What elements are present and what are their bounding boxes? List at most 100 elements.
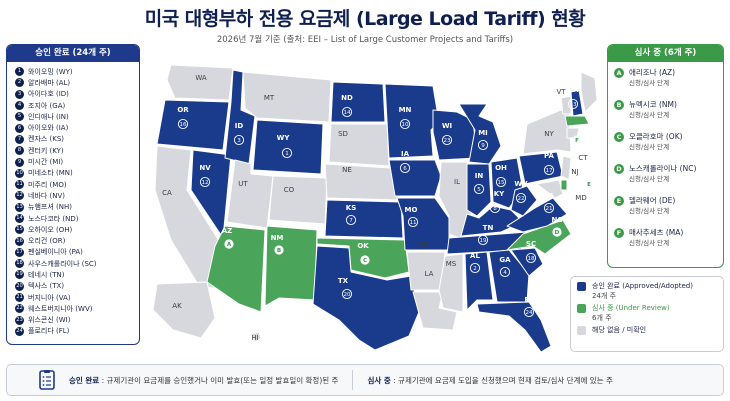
state-hi: [250, 331, 262, 343]
state-label-ne: NE: [342, 166, 352, 174]
approved-marker-in: 5: [473, 183, 485, 195]
approved-item-number: 7: [15, 134, 24, 144]
review-item-letter: F: [614, 228, 624, 238]
approved-item-label: 아이오와 (IA): [28, 124, 69, 133]
approved-item-number: 1: [15, 67, 24, 77]
approved-panel-title: 승인 완료 (24개 주): [7, 45, 139, 62]
state-al: [464, 251, 494, 311]
marker-text: E: [587, 182, 591, 188]
marker-circle: [523, 306, 535, 318]
marker-text: C: [363, 258, 367, 264]
state-label-wa: WA: [195, 74, 207, 82]
marker-text: 4: [503, 270, 507, 276]
legend-review: 심사 중 (Under Review) 6개 주: [577, 303, 717, 325]
state-label-mt: MT: [264, 94, 275, 102]
marker-circle: [407, 216, 419, 228]
state-label-fl: FL: [524, 296, 534, 304]
approved-marker-or: 16: [177, 118, 189, 130]
state-label-az: AZ: [222, 227, 233, 235]
approved-item-number: 13: [15, 202, 24, 212]
approved-item-number: 20: [15, 281, 24, 291]
review-marker-az: A: [224, 239, 234, 249]
approved-item-label: 텍사스 (TX): [28, 282, 65, 291]
marker-text: 17: [545, 168, 553, 174]
marker-circle: [489, 202, 501, 214]
approved-item-label: 오리건 (OR): [28, 237, 66, 246]
state-ky: [460, 205, 524, 237]
approved-marker-mn: 10: [399, 118, 411, 130]
state-az: [206, 225, 266, 313]
approved-marker-mo: 11: [407, 216, 419, 228]
state-label-ms: MS: [446, 260, 457, 268]
state-label-tn: TN: [483, 224, 494, 232]
approved-item-label: 조지아 (GA): [28, 101, 66, 110]
review-item-name: 노스캐롤라이나 (NC): [629, 164, 697, 173]
marker-circle: [543, 164, 555, 176]
approved-item-number: 9: [15, 157, 24, 167]
approved-marker-va: 21: [543, 202, 555, 214]
approved-marker-wi: 23: [441, 134, 453, 146]
state-label-la: LA: [425, 270, 434, 278]
state-sd: [328, 123, 390, 167]
marker-circle: [567, 98, 579, 110]
approved-item-label: 미네소타 (MN): [28, 169, 73, 178]
approved-item-label: 버지니아 (VA): [28, 293, 71, 302]
state-label-wy: WY: [277, 134, 291, 142]
approved-item-number: 22: [15, 304, 24, 314]
approved-item-number: 4: [15, 101, 24, 111]
approved-desc: : 규제기관이 요금제를 승인했거나 이미 발효(또는 일정 발효일이 확정)된…: [99, 375, 339, 385]
approved-list-item: 13 뉴햄프셔 (NH): [15, 202, 139, 213]
approved-marker-nh: 13: [567, 98, 579, 110]
marker-circle: [399, 118, 411, 130]
approved-list-item: 18 사우스캐롤라이나 (SC): [15, 258, 139, 269]
approved-list-item: 3 아이다호 (ID): [15, 89, 139, 100]
approved-item-label: 미주리 (MO): [28, 180, 67, 189]
marker-text: 20: [343, 292, 351, 298]
approved-item-label: 테네시 (TN): [28, 270, 65, 279]
legend-approved-count: 24개 주: [592, 292, 617, 300]
legend-review-label: 심사 중 (Under Review): [592, 304, 670, 312]
state-wa: [166, 64, 234, 101]
approved-marker-al: 2: [469, 262, 481, 274]
approved-list-item: 19 테네시 (TN): [15, 269, 139, 280]
marker-text: 5: [477, 187, 481, 193]
state-label-mo: MO: [405, 206, 418, 214]
state-mn: [384, 83, 440, 159]
review-item-status: 신청/심사 단계: [629, 111, 670, 119]
state-label-nh: NH: [567, 86, 579, 94]
approved-marker-ga: 4: [499, 266, 511, 278]
state-label-hi: HI: [251, 334, 258, 342]
marker-circle: [543, 202, 555, 214]
approved-list-item: 15 오하이오 (OH): [15, 224, 139, 235]
approved-item-label: 사우스캐롤라이나 (SC): [28, 259, 97, 268]
state-nj: [560, 155, 572, 181]
marker-text: 10: [401, 122, 409, 128]
approved-list-item: 23 위스콘신 (WI): [15, 315, 139, 326]
legend-none: 해당 없음 / 미확인: [577, 325, 717, 347]
marker-text: 21: [545, 206, 553, 212]
approved-item-number: 24: [15, 326, 24, 336]
review-marker-nm: B: [274, 245, 284, 255]
marker-text: 23: [443, 138, 451, 144]
review-term: 심사 중: [367, 375, 391, 385]
marker-text: 11: [409, 220, 417, 226]
state-label-co: CO: [284, 186, 295, 194]
legend-review-swatch: [577, 304, 586, 313]
state-label-oh: OH: [495, 164, 507, 172]
approved-item-label: 뉴햄프셔 (NH): [28, 203, 72, 212]
document-icon: [39, 370, 55, 390]
marker-text: 18: [527, 256, 535, 262]
state-mi: [458, 103, 502, 165]
review-list-item: C 오클라호마 (OK) 신청/심사 단계: [608, 126, 723, 158]
marker-text: 2: [473, 266, 477, 272]
review-list-item: F 매사추세츠 (MA) 신청/심사 단계: [608, 222, 723, 254]
approved-item-label: 위스콘신 (WI): [28, 316, 71, 325]
marker-text: 9: [481, 143, 485, 149]
approved-item-number: 15: [15, 225, 24, 235]
approved-list-item: 24 플로리다 (FL): [15, 326, 139, 337]
marker-text: B: [277, 248, 281, 254]
approved-item-label: 네바다 (NV): [28, 191, 66, 200]
marker-text: 12: [201, 180, 208, 186]
state-label-ut: UT: [238, 180, 248, 188]
review-item-status: 신청/심사 단계: [629, 79, 670, 87]
